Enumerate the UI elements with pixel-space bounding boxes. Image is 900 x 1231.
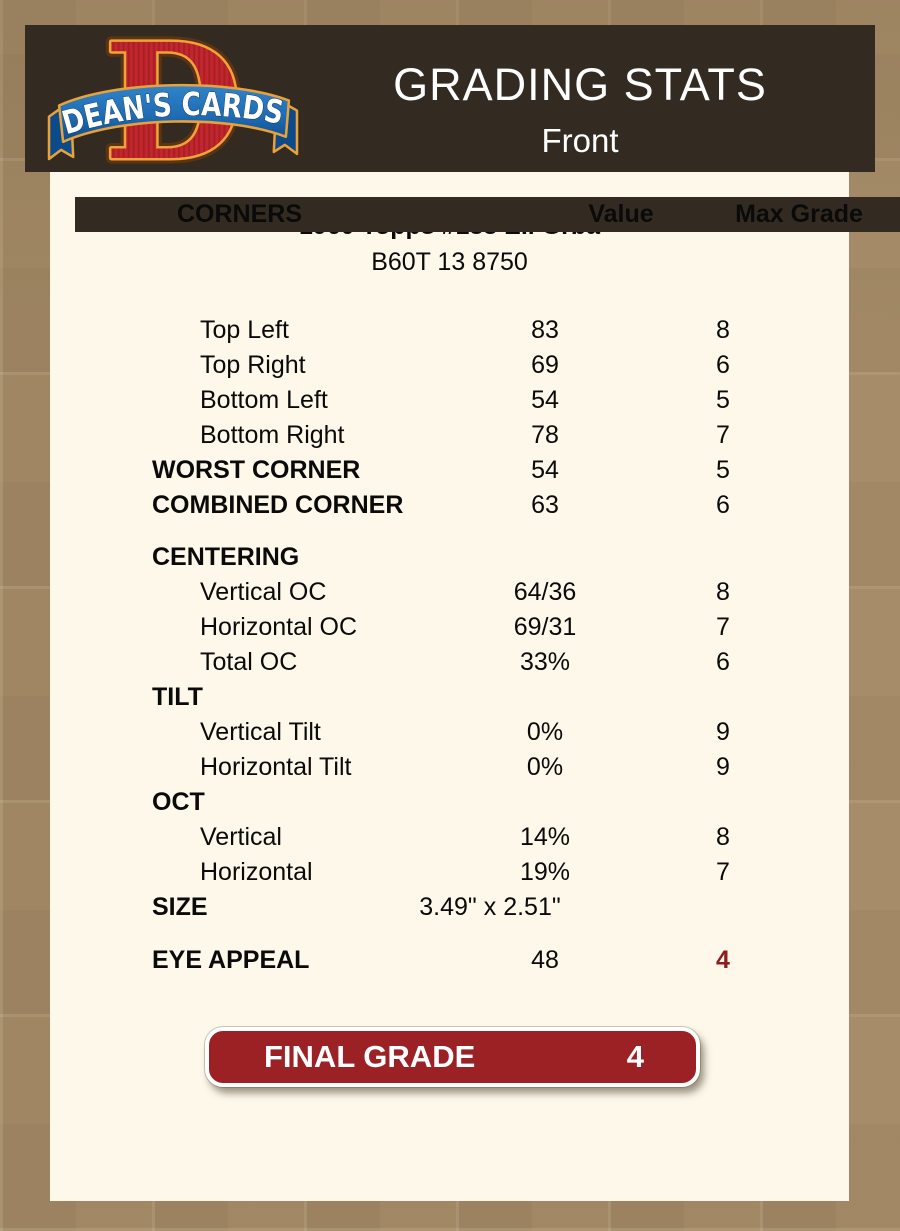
table-row: SIZE 3.49" x 2.51" (50, 890, 849, 925)
row-value: 63 (531, 491, 559, 519)
row-max-grade: 6 (716, 351, 730, 379)
table-row: COMBINED CORNER 63 6 (50, 488, 849, 523)
final-grade-value: 4 (626, 1039, 644, 1074)
row-max-grade: 9 (716, 718, 730, 746)
row-value: 54 (531, 386, 559, 414)
row-max-grade: 7 (716, 613, 730, 641)
table-section-gap (50, 925, 849, 943)
table-row: CENTERING (50, 540, 849, 575)
row-value: 54 (531, 456, 559, 484)
row-label: Bottom Right (200, 421, 345, 449)
table-section-gap (50, 523, 849, 540)
header-bar: D D D DEAN'S CARDS GRADING STATS Front (25, 25, 875, 172)
row-max-grade: 4 (716, 946, 730, 974)
row-label: CORNERS (177, 200, 303, 228)
table-row: Bottom Left 54 5 (50, 383, 849, 418)
row-label: COMBINED CORNER (152, 491, 404, 519)
row-value: 33% (519, 648, 571, 676)
row-label: Total OC (200, 648, 298, 676)
row-label: TILT (152, 683, 203, 711)
row-value: 69/31 (513, 613, 577, 641)
table-row: Vertical 14% 8 (50, 820, 849, 855)
table-row: OCT (50, 785, 849, 820)
table-row: Horizontal 19% 7 (50, 855, 849, 890)
final-grade-label: FINAL GRADE (264, 1039, 476, 1074)
row-max-grade: 5 (716, 456, 730, 484)
table-row: Top Right 69 6 (50, 348, 849, 383)
row-value: 19% (519, 858, 571, 886)
row-value: 69 (531, 351, 559, 379)
table-row: Vertical Tilt 0% 9 (50, 715, 849, 750)
row-label: Horizontal Tilt (200, 753, 352, 781)
row-label: EYE APPEAL (152, 946, 310, 974)
row-label: Horizontal (200, 858, 313, 886)
row-max-grade: 8 (716, 316, 730, 344)
row-max-grade: 9 (716, 753, 730, 781)
table-row: Bottom Right 78 7 (50, 418, 849, 453)
logo-ribbon (47, 83, 299, 161)
row-value: 83 (531, 316, 559, 344)
row-label: Bottom Left (200, 386, 328, 414)
table-row: Total OC 33% 6 (50, 645, 849, 680)
row-label: WORST CORNER (152, 456, 361, 484)
grading-sheet: 1960 Topps #183 Eli Grba B60T 13 8750 CO… (50, 172, 900, 1201)
row-label: Top Right (200, 351, 306, 379)
row-max-grade: 8 (716, 823, 730, 851)
deans-cards-logo: D D D DEAN'S CARDS (47, 31, 299, 169)
row-max-grade: 8 (716, 578, 730, 606)
row-max-grade: 7 (716, 858, 730, 886)
row-label: Horizontal OC (200, 613, 357, 641)
table-row: Horizontal Tilt 0% 9 (50, 750, 849, 785)
card-side-label: Front (541, 122, 619, 159)
row-value: Value (588, 200, 654, 228)
row-max-grade: 5 (716, 386, 730, 414)
table-row: Vertical OC 64/36 8 (50, 575, 849, 610)
row-max-grade: 7 (716, 421, 730, 449)
card-code: B60T 13 8750 (371, 248, 528, 276)
row-value: 0% (526, 753, 564, 781)
row-label: Top Left (200, 316, 289, 344)
grading-table: CORNERS Value Max Grade Top Left 83 8 Top Righ… (50, 197, 900, 978)
table-row: Horizontal OC 69/31 7 (50, 610, 849, 645)
table-row: WORST CORNER 54 5 (50, 453, 849, 488)
row-label: OCT (152, 788, 205, 816)
row-label: Vertical OC (200, 578, 327, 606)
grading-stats-title: GRADING STATS (393, 59, 767, 110)
final-grade-button[interactable]: FINAL GRADE 4 (205, 1027, 700, 1087)
row-label: SIZE (152, 893, 208, 921)
row-value: 48 (531, 946, 559, 974)
row-label: CENTERING (152, 543, 300, 571)
row-max-grade: Max Grade (735, 200, 863, 228)
row-max-grade: 6 (716, 491, 730, 519)
table-row: TILT (50, 680, 849, 715)
row-value: 78 (531, 421, 559, 449)
table-row: CORNERS Value Max Grade (75, 197, 900, 232)
table-row: Top Left 83 8 (50, 313, 849, 348)
row-value: 0% (526, 718, 564, 746)
row-value: 64/36 (513, 578, 577, 606)
row-value: 14% (519, 823, 571, 851)
table-row: EYE APPEAL 48 4 (50, 943, 849, 978)
row-label: Vertical Tilt (200, 718, 321, 746)
row-value: 3.49" x 2.51" (419, 893, 561, 921)
row-max-grade: 6 (716, 648, 730, 676)
row-label: Vertical (200, 823, 282, 851)
